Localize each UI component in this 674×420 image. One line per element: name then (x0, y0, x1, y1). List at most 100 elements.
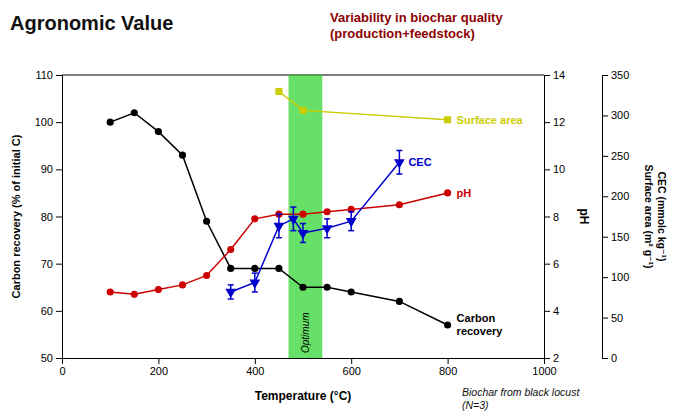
text-line: recovery (457, 325, 504, 337)
y3-axis-line (603, 76, 609, 359)
series-line (110, 113, 447, 325)
tick-mark (255, 358, 256, 364)
marker (107, 288, 114, 295)
y3-axis: 0 50 100 150 200 250 300 350 (602, 69, 629, 364)
marker (348, 288, 355, 295)
tick: 6 (544, 258, 559, 270)
series-label: CEC (408, 156, 431, 168)
tick: 90 (41, 163, 62, 175)
y3-axis-title: CEC (mmolc kg⁻¹)Surface area (m² g⁻¹) (643, 164, 668, 268)
text-line: Surface area (457, 114, 524, 126)
optimum-span (289, 75, 323, 358)
marker (299, 107, 306, 114)
tick-label: 300 (611, 109, 629, 121)
tick-label: 2 (553, 352, 559, 364)
tick: 200 (602, 190, 629, 202)
y2-axis: 2468101214 (544, 69, 565, 364)
tick: 400 (246, 358, 264, 377)
text-line: Carbon (457, 312, 496, 324)
marker (444, 189, 451, 196)
tick: 600 (343, 358, 361, 377)
tick-mark (544, 169, 550, 170)
tick-mark (602, 196, 608, 197)
y-axis-title: Carbon recovery (% of initial C) (10, 134, 22, 298)
tick: 12 (544, 116, 565, 128)
tick-mark (56, 75, 62, 76)
marker (131, 291, 138, 298)
tick: 300 (602, 109, 629, 121)
tick: 10 (544, 163, 565, 175)
tick-mark (56, 217, 62, 218)
x-axis-title: Temperature (°C) (255, 389, 352, 403)
tick-label: 110 (35, 69, 53, 81)
tick-mark (56, 169, 62, 170)
text-line: Biochar from black locust (462, 386, 580, 398)
y2-axis-line (545, 76, 551, 359)
tick-mark (158, 358, 159, 364)
plot-area: 0200400600800100050607080901001102468101… (10, 69, 668, 403)
tick-label: 150 (611, 231, 629, 243)
marker (155, 128, 162, 135)
tick: 200 (150, 358, 168, 377)
tick: 250 (602, 150, 629, 162)
marker (346, 218, 357, 227)
tick-mark (544, 264, 550, 265)
marker (275, 88, 282, 95)
tick-label: 50 (41, 352, 53, 364)
note: Biochar from black locust(N=3) (462, 386, 580, 411)
marker (203, 218, 210, 225)
marker (179, 152, 186, 159)
tick-mark (602, 358, 608, 359)
marker (203, 272, 210, 279)
tick: 100 (602, 271, 629, 283)
marker (444, 321, 451, 328)
marker (227, 246, 234, 253)
tick: 50 (41, 352, 62, 364)
tick-label: 12 (553, 116, 565, 128)
tick: 350 (602, 69, 629, 81)
tick-label: 200 (150, 365, 168, 377)
tick-label: 350 (611, 69, 629, 81)
marker (444, 116, 451, 123)
tick-label: 0 (611, 352, 617, 364)
tick-mark (448, 358, 449, 364)
tick: 0 (602, 352, 617, 364)
tick-label: 14 (553, 69, 565, 81)
error-cap (300, 223, 306, 225)
tick-label: 70 (41, 258, 53, 270)
tick: 800 (439, 358, 457, 377)
error-cap (324, 237, 330, 239)
tick-label: 600 (343, 365, 361, 377)
marker (324, 208, 331, 215)
series-line (231, 162, 400, 292)
series-line (110, 193, 447, 294)
tick: 8 (544, 211, 559, 223)
tick: 50 (602, 312, 623, 324)
marker (396, 201, 403, 208)
series-line (279, 92, 448, 120)
tick-mark (602, 75, 608, 76)
marks (107, 75, 452, 358)
tick: 80 (41, 211, 62, 223)
text-line: Variability in biochar quality (330, 10, 503, 25)
error-cap (228, 298, 234, 300)
tick-mark (56, 264, 62, 265)
tick-label: 100 (35, 116, 53, 128)
text-line: CEC (mmolc kg⁻¹) (656, 171, 668, 261)
subtitle: Variability in biochar quality(productio… (330, 10, 503, 41)
tick-mark (56, 311, 62, 312)
text-line: (production+feedstock) (330, 26, 475, 41)
tick: 70 (41, 258, 62, 270)
tick-mark (602, 277, 608, 278)
tick: 2 (544, 352, 559, 364)
marker (249, 279, 260, 288)
tick-mark (544, 311, 550, 312)
marker (298, 230, 309, 239)
x-axis-line (63, 359, 545, 365)
marker (394, 159, 405, 168)
error-cap (252, 291, 258, 293)
error-bars (228, 150, 403, 299)
marker (348, 206, 355, 213)
marker (275, 265, 282, 272)
tick-label: 80 (41, 211, 53, 223)
